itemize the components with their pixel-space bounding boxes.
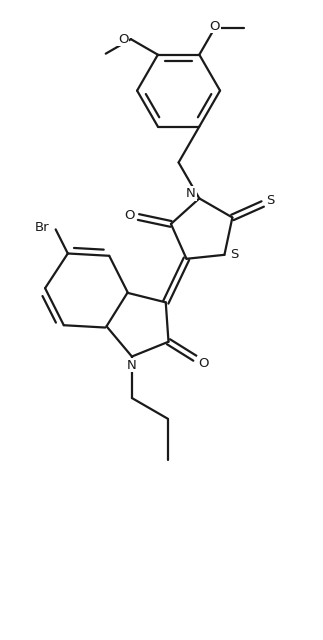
Text: S: S	[230, 248, 239, 261]
Text: O: O	[125, 209, 135, 221]
Text: O: O	[118, 33, 129, 45]
Text: S: S	[266, 194, 275, 207]
Text: O: O	[210, 20, 220, 33]
Text: O: O	[198, 357, 208, 370]
Text: Br: Br	[35, 221, 49, 234]
Text: N: N	[127, 359, 137, 372]
Text: N: N	[186, 187, 196, 200]
